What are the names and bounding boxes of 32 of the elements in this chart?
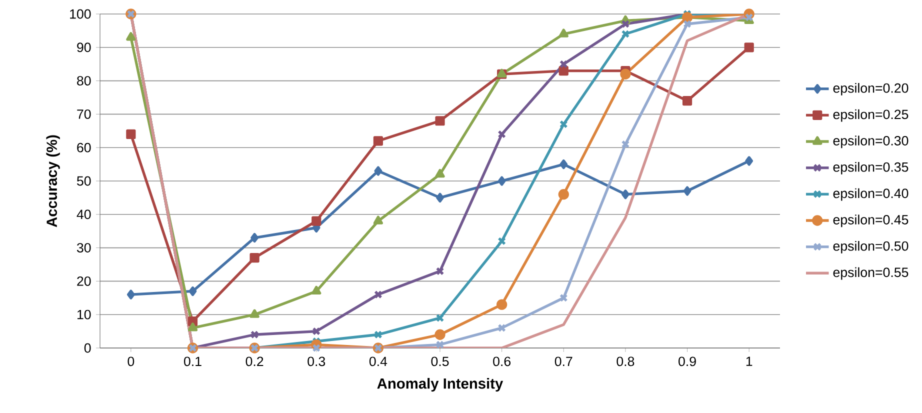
x-tick-label: 0.5 (431, 356, 449, 366)
x-tick-label: 0.4 (369, 356, 388, 366)
legend-label: epsilon=0.50 (833, 240, 908, 254)
x-tick-label: 0.9 (678, 356, 696, 366)
x-axis-title: Anomaly Intensity (377, 378, 504, 392)
y-tick-label: 10 (77, 310, 91, 320)
legend-label: epsilon=0.35 (833, 162, 908, 174)
y-tick-label: 70 (77, 109, 91, 119)
x-tick-label: 0 (128, 356, 134, 366)
y-tick-label: 40 (76, 210, 91, 220)
x-tick-label: 0.2 (246, 356, 264, 366)
y-tick-label: 20 (77, 276, 91, 286)
legend-label: epsilon=0.45 (833, 214, 908, 228)
legend-label: epsilon=0.20 (833, 83, 908, 96)
x-tick-label: 0.7 (554, 356, 572, 366)
y-tick-label: 90 (77, 42, 91, 52)
x-tick-label: 1 (746, 356, 752, 366)
x-tick-label: 0.6 (493, 356, 511, 366)
y-tick-label: 60 (77, 142, 91, 152)
y-tick-label: 0 (84, 343, 91, 353)
legend-label: epsilon=0.40 (833, 188, 908, 201)
x-tick-label: 0.3 (308, 356, 326, 366)
legend-label: epsilon=0.55 (833, 267, 908, 280)
legend-label: epsilon=0.25 (833, 109, 908, 122)
y-tick-label: 50 (77, 176, 91, 186)
y-axis-title: Accuracy (%) (46, 135, 60, 228)
x-tick-label: 0.8 (616, 356, 634, 366)
y-tick-label: 80 (77, 76, 91, 86)
x-tick-label: 0.1 (184, 356, 202, 366)
legend-label: epsilon=0.30 (833, 136, 908, 148)
y-tick-label: 100 (70, 9, 91, 19)
y-tick-label: 30 (76, 243, 91, 253)
